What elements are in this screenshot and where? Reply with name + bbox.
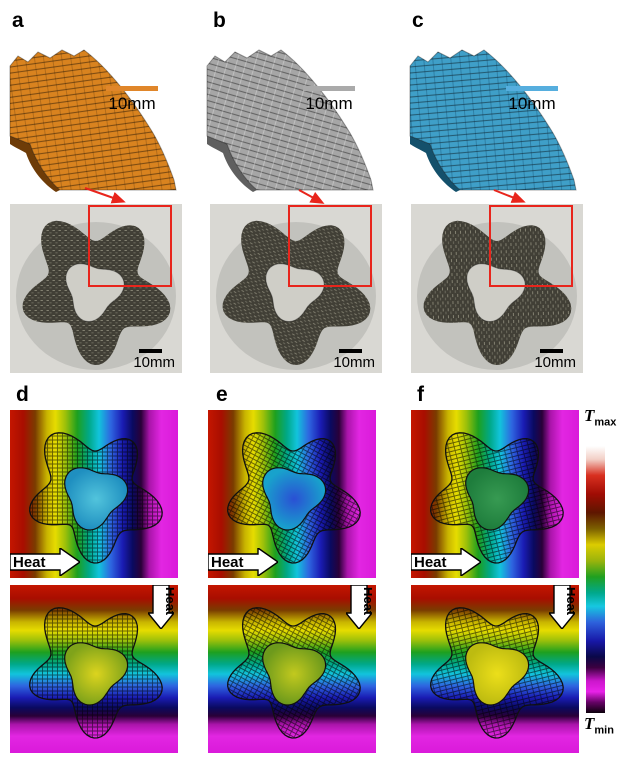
svg-text:Heat: Heat <box>13 554 46 571</box>
render-b-structure <box>206 49 374 192</box>
sim-e-vertical-heat: Heat <box>208 585 376 753</box>
panel-label-a: a <box>12 9 24 32</box>
photo-scalebar-b-label: 10mm <box>333 354 375 371</box>
photo-c-lattice <box>411 204 583 373</box>
photo-scalebar-b <box>339 349 362 353</box>
photo-b: 10mm <box>210 204 382 373</box>
scalebar-c <box>506 86 558 91</box>
zoom-region-box-a <box>88 205 172 287</box>
panel-b-render: b 10mm <box>205 8 389 198</box>
heat-arrow-down: Heat <box>148 585 174 629</box>
panel-label-f: f <box>417 383 424 406</box>
sim-d-horizontal-heat: Heat <box>10 410 178 578</box>
photo-scalebar-c-label: 10mm <box>534 354 576 371</box>
heat-arrow-right: Heat <box>411 548 481 576</box>
svg-text:Heat: Heat <box>211 554 244 571</box>
panel-label-c: c <box>412 9 424 32</box>
scalebar-b <box>303 86 355 91</box>
svg-text:Heat: Heat <box>564 587 575 616</box>
panel-c-render: c 10mm <box>408 8 592 198</box>
heat-arrow-right: Heat <box>10 548 80 576</box>
photo-scalebar-c <box>540 349 563 353</box>
zoom-region-box-b <box>288 205 372 287</box>
heat-arrow-down: Heat <box>549 585 575 629</box>
sim-d-vertical-heat: Heat <box>10 585 178 753</box>
sim-f-horizontal-heat: Heat <box>411 410 579 578</box>
svg-text:Heat: Heat <box>163 587 174 616</box>
panel-label-d: d <box>16 383 29 406</box>
sim-f-vertical-heat: Heat <box>411 585 579 753</box>
photo-scalebar-a-label: 10mm <box>133 354 175 371</box>
scalebar-b-label: 10mm <box>305 94 353 113</box>
render-c-structure <box>409 49 577 192</box>
photo-scalebar-a <box>139 349 162 353</box>
colorbar-tmin-label: Tmin <box>584 714 614 737</box>
sim-e-horizontal-heat: Heat <box>208 410 376 578</box>
photo-a: 10mm <box>10 204 182 373</box>
heat-arrow-down: Heat <box>346 585 372 629</box>
photo-a-lattice <box>10 204 182 373</box>
render-a-structure <box>9 49 177 192</box>
panel-a-render: a 10mm <box>8 8 192 198</box>
photo-b-lattice <box>210 204 382 373</box>
panel-label-b: b <box>213 9 226 32</box>
svg-text:Heat: Heat <box>414 554 447 571</box>
temperature-colorbar <box>586 446 605 713</box>
colorbar-tmax-label: Tmax <box>584 406 617 429</box>
photo-c: 10mm <box>411 204 583 373</box>
heat-arrow-right: Heat <box>208 548 278 576</box>
scalebar-c-label: 10mm <box>508 94 556 113</box>
scalebar-a-label: 10mm <box>108 94 156 113</box>
svg-text:Heat: Heat <box>361 587 372 616</box>
zoom-region-box-c <box>489 205 573 287</box>
panel-label-e: e <box>216 383 228 406</box>
scalebar-a <box>106 86 158 91</box>
